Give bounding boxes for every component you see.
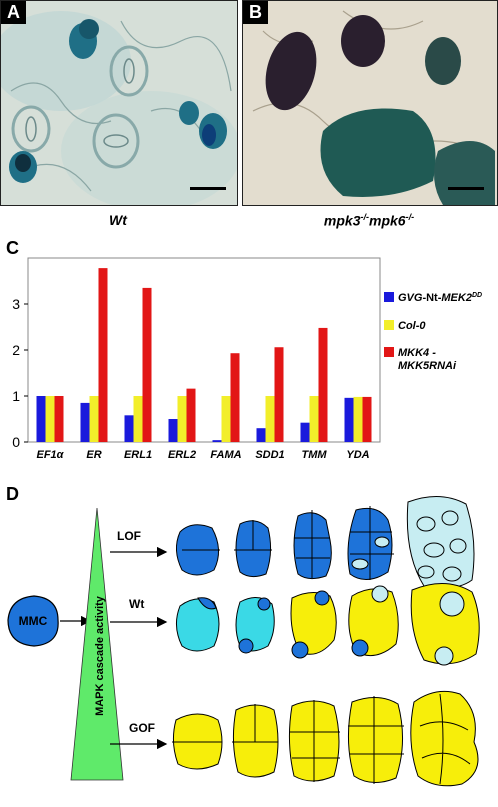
bar-1-1 — [89, 396, 99, 442]
stoma — [92, 113, 140, 169]
bar-0-1 — [80, 402, 90, 442]
bar-0-4 — [212, 440, 222, 442]
bar-1-4 — [221, 396, 231, 442]
legend-label-mkk-line2: MKK5RNAi — [398, 360, 457, 372]
bar-1-6 — [309, 396, 319, 442]
expression-bar-chart: 0 1 2 3 EF1α ER ERL1 ERL2 FAMA SDD1 TMM YDA GVG-Nt… — [12, 257, 482, 461]
y-tick-label: 1 — [12, 388, 20, 404]
bar-1-0 — [45, 396, 55, 442]
caption-mpk3-sup: -/- — [360, 212, 370, 222]
y-tick-label: 3 — [12, 296, 20, 312]
x-tick-label: EF1α — [37, 449, 65, 461]
bar-0-7 — [344, 397, 354, 442]
stoma — [109, 45, 149, 97]
x-tick-label: TMM — [301, 449, 327, 461]
bar-0-2 — [124, 415, 134, 442]
mmc-label: MMC — [19, 614, 48, 628]
x-tick-label: ER — [86, 449, 101, 461]
legend-label-col0: Col-0 — [398, 320, 426, 332]
panel-letter-d: D — [6, 484, 19, 504]
row-label-wt: Wt — [129, 597, 144, 611]
dark-cell-cluster — [320, 108, 436, 197]
bar-2-2 — [142, 287, 152, 442]
bar-0-0 — [36, 396, 46, 442]
bar-1-2 — [133, 396, 143, 442]
legend-label-gvg: GVG-Nt-MEK2DD — [398, 292, 482, 304]
mmc-cell — [7, 595, 59, 647]
legend-label-mkk-line1: MKK4 - — [398, 347, 436, 359]
bar-2-7 — [362, 396, 372, 442]
gof-cell-sequence — [172, 690, 479, 787]
legend-swatch-mkk — [384, 347, 394, 357]
stoma — [11, 105, 51, 153]
micrograph-mpk-image — [243, 1, 497, 205]
bar-1-5 — [265, 396, 275, 442]
micrograph-mpk: B — [242, 0, 498, 206]
micrograph-wt-image — [1, 1, 237, 205]
bar-1-7 — [353, 396, 363, 442]
panel-letter-a: A — [1, 1, 26, 24]
y-tick-label: 2 — [12, 342, 20, 358]
row-label-gof: GOF — [129, 721, 155, 735]
bar-1-3 — [177, 396, 187, 442]
mapk-activity-triangle — [70, 507, 124, 781]
x-tick-label: SDD1 — [255, 449, 284, 461]
bar-0-6 — [300, 422, 310, 442]
wt-cell-sequence — [176, 582, 480, 666]
bar-2-1 — [98, 268, 108, 442]
lof-stomata-cluster — [406, 496, 475, 589]
mapk-activity-label: MAPK cascade activity — [94, 595, 106, 716]
panel-letter-b: B — [243, 1, 268, 24]
bar-0-5 — [256, 428, 266, 442]
bar-0-3 — [168, 419, 178, 442]
dark-cell-cluster — [265, 31, 317, 111]
scale-bar — [190, 187, 226, 190]
micrograph-wt: A — [0, 0, 238, 206]
bar-2-3 — [186, 388, 196, 442]
x-tick-label: FAMA — [210, 449, 241, 461]
x-tick-label: YDA — [346, 449, 369, 461]
caption-mpk: mpk3-/-mpk6-/- — [242, 212, 496, 229]
bar-2-5 — [274, 347, 284, 442]
caption-mpk6: mpk6 — [369, 212, 406, 229]
x-tick-label: ERL1 — [124, 449, 152, 461]
x-tick-label: ERL2 — [168, 449, 196, 461]
caption-mpk3: mpk3 — [323, 212, 361, 229]
bar-2-6 — [318, 327, 328, 442]
panel-letter-c: C — [6, 238, 19, 258]
bar-2-4 — [230, 353, 240, 442]
lof-cell-sequence — [176, 506, 394, 580]
scale-bar — [448, 187, 484, 190]
y-tick-label: 0 — [12, 434, 20, 450]
legend-swatch-gvg — [384, 292, 394, 302]
mapk-model-diagram: MMC MAPK cascade activity LOF Wt — [7, 496, 480, 787]
caption-mpk6-sup: -/- — [405, 212, 415, 222]
legend-swatch-col0 — [384, 320, 394, 330]
caption-wt: Wt — [109, 212, 127, 228]
bar-2-0 — [54, 396, 64, 442]
row-label-lof: LOF — [117, 529, 141, 543]
